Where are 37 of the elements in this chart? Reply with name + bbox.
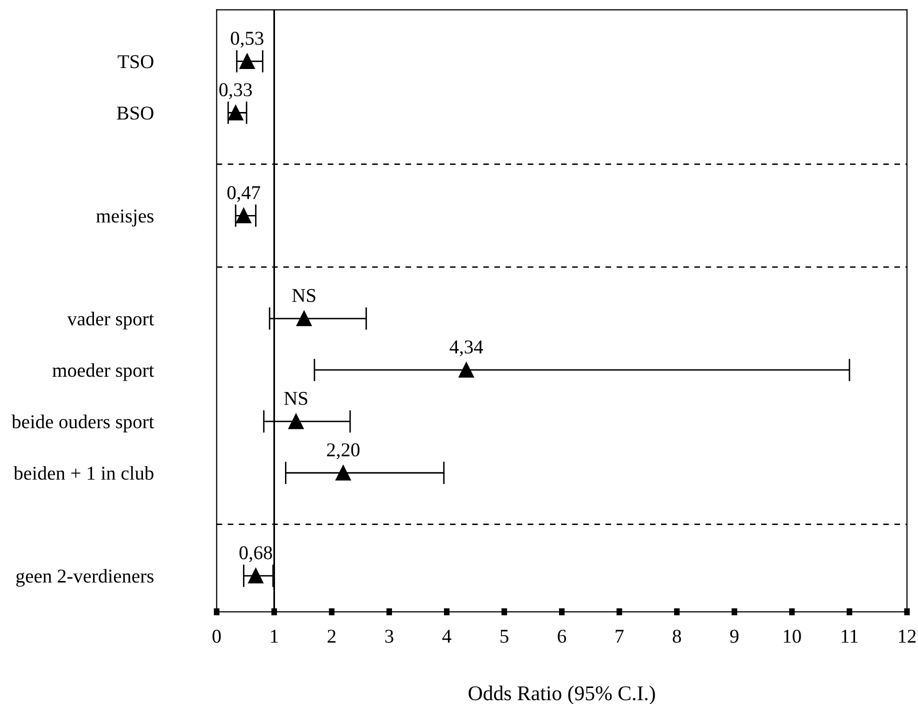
x-tick-label: 3 — [385, 630, 394, 643]
point — [458, 362, 474, 378]
data-label: 0,47 — [227, 186, 260, 202]
y-tick-label: beiden + 1 in club — [14, 466, 154, 480]
x-tick-label: 7 — [616, 630, 624, 643]
point — [288, 414, 304, 430]
data-label: 0,68 — [239, 546, 272, 562]
y-tick-label: moeder sport — [52, 363, 154, 381]
x-tick-label: 0 — [212, 630, 221, 643]
point — [336, 465, 351, 481]
y-tick-label: beide ouders sport — [12, 414, 154, 432]
y-tick-label: TSO — [118, 55, 154, 68]
x-tick-label: 11 — [842, 630, 858, 643]
data-label: 0,33 — [219, 83, 252, 100]
point — [296, 310, 312, 326]
x-tick-label: 5 — [500, 630, 508, 643]
x-tick-label: 12 — [898, 630, 916, 643]
data-label: NS — [292, 289, 316, 302]
x-tick-label: 2 — [328, 630, 336, 643]
y-tick-label: vader sport — [67, 312, 154, 330]
y-tick-label: geen 2-verdieners — [16, 569, 154, 587]
data-label: NS — [284, 392, 308, 405]
x-tick-label: 4 — [442, 630, 452, 643]
x-tick-label: 10 — [784, 630, 801, 643]
data-label: 4,34 — [450, 340, 484, 356]
point — [236, 208, 252, 224]
x-tick-label: 1 — [271, 630, 278, 643]
y-tick-label: meisjes — [96, 210, 154, 227]
x-tick-label: 8 — [672, 630, 681, 643]
data-label: 2,20 — [327, 443, 360, 460]
point — [240, 54, 255, 69]
x-tick-label: 6 — [558, 630, 566, 643]
x-tick-label: 9 — [730, 630, 738, 643]
data-label: 0,53 — [230, 32, 264, 48]
point — [248, 568, 264, 584]
point — [228, 105, 244, 120]
y-tick-label: BSO — [116, 106, 154, 120]
